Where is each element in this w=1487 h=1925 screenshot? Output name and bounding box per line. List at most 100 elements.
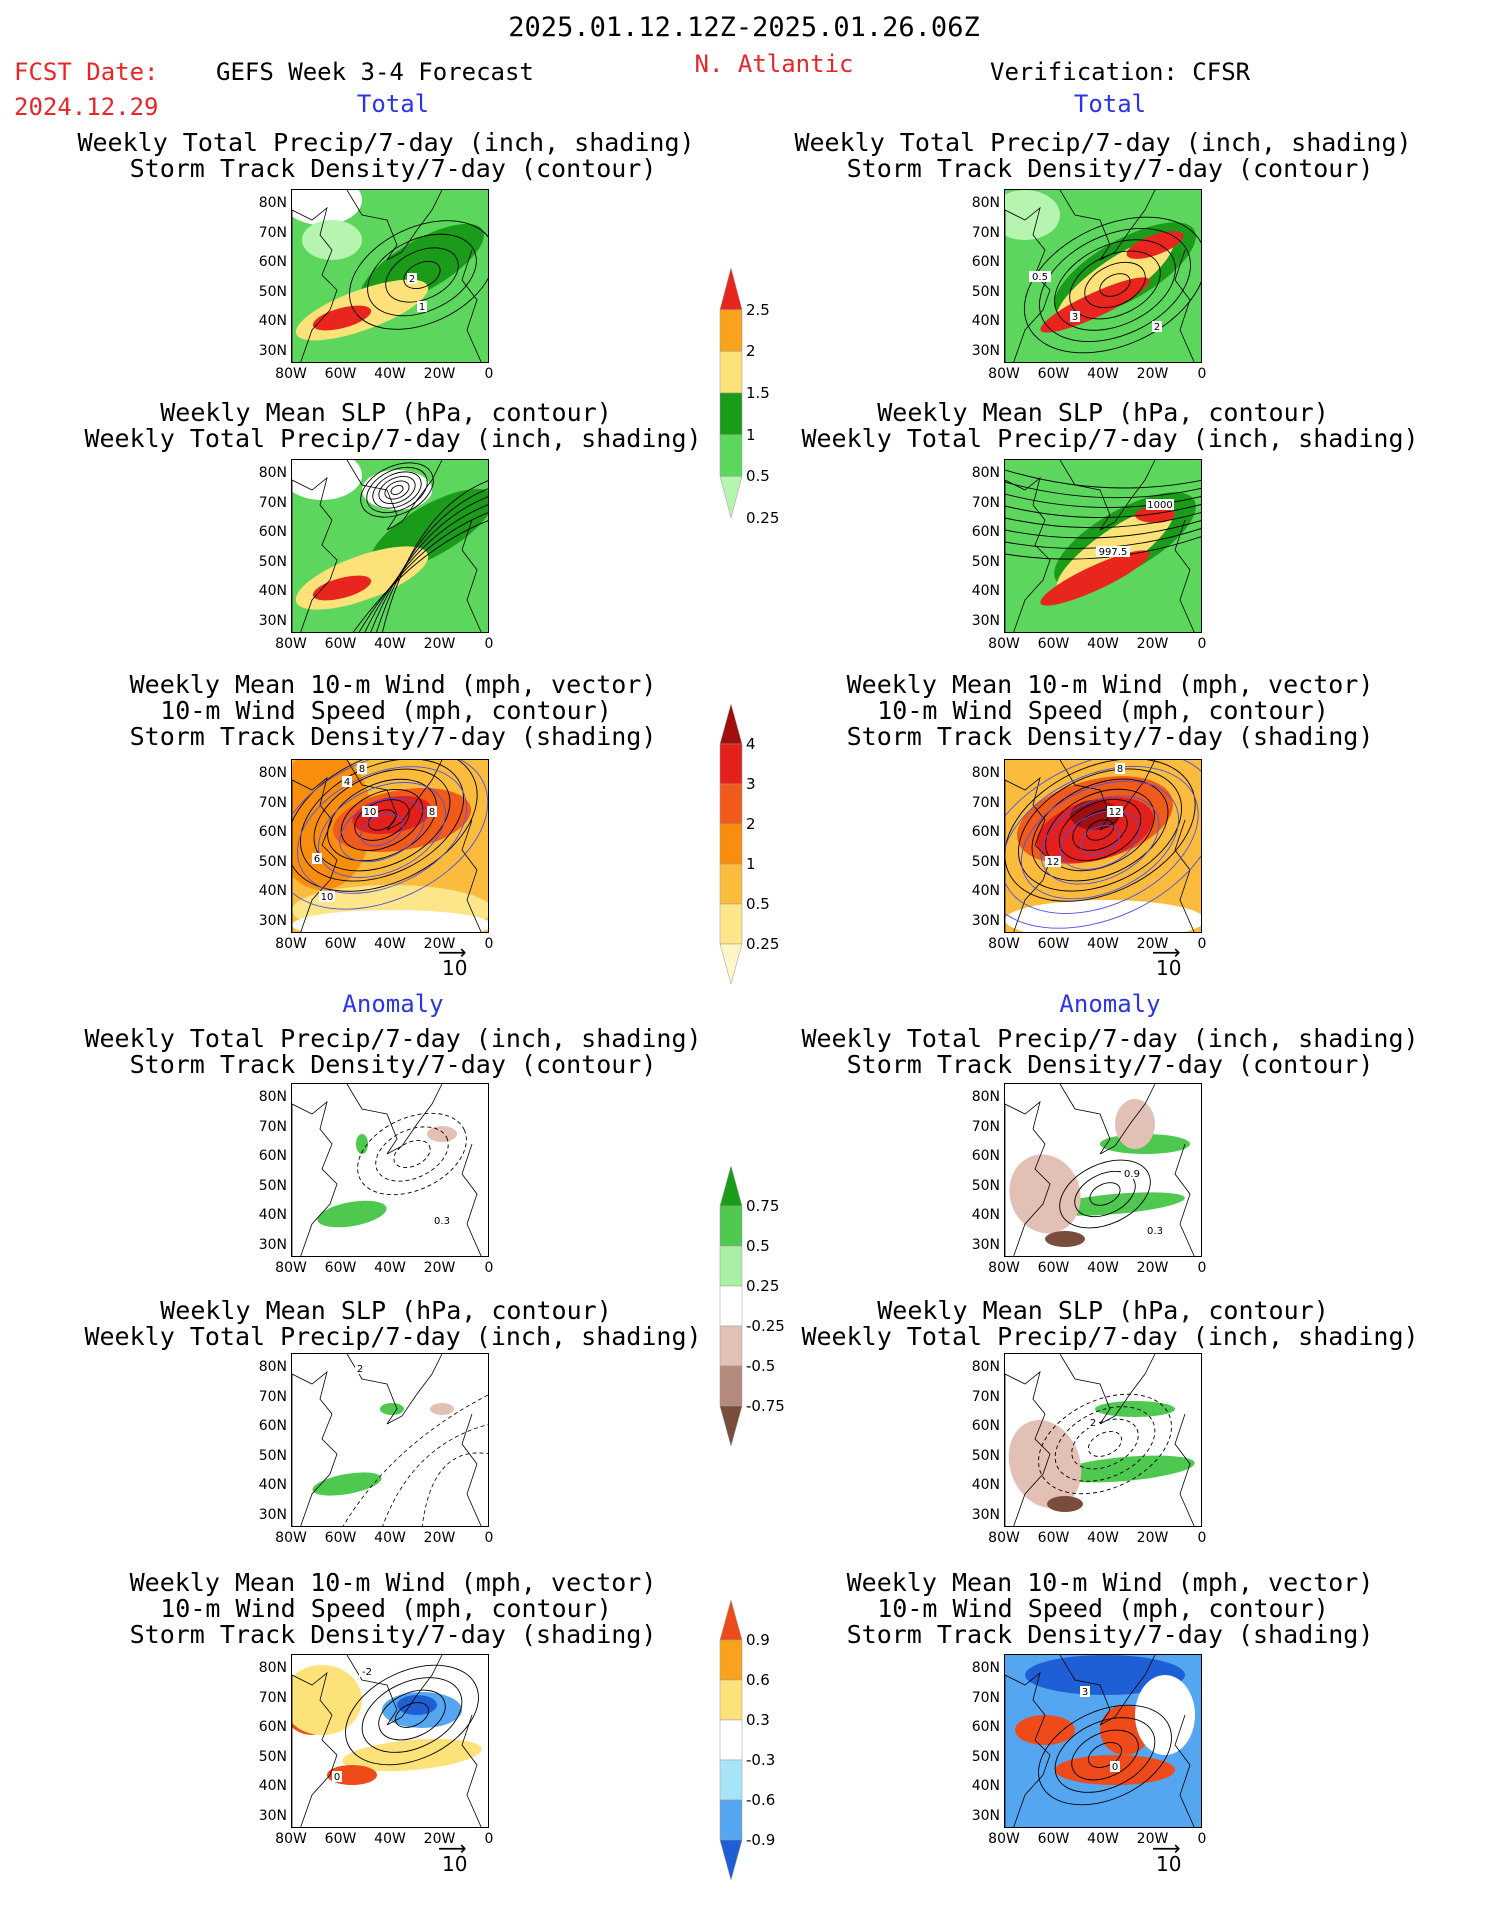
lat-tick-label: 50N [971,553,1000,570]
lat-tick-label: 70N [971,1118,1000,1135]
verification-title: Verification: CFSR [990,58,1251,86]
contour-label: -2 [362,1667,372,1678]
contour-label-bg [1088,1417,1098,1428]
lat-tick-label: 40N [971,313,1000,329]
wind-contour [367,809,397,831]
lon-tick-label: 40W [374,1831,406,1847]
precip-anom-pos [317,1200,387,1228]
contour-label: 0.3 [1147,1226,1163,1237]
lat-tick-label: 50N [971,1447,1000,1464]
storm-anom-none [1135,1675,1195,1755]
precip-anom-neg [1008,1420,1082,1508]
lon-tick-label: 80W [275,636,307,652]
map-panel-r1-verification: 0.5 3 2 [1004,189,1202,363]
lon-tick-label: 60W [324,936,357,952]
lon-tick-label: 0 [484,1260,494,1276]
lat-tick-label: 80N [971,465,1000,481]
anom-base [292,1084,488,1256]
lon-tick-label: 20W [1136,636,1169,652]
lon-tick-label: 0 [1197,366,1207,382]
title-r6-left-3: Storm Track Density/7-day (shading) [129,1620,657,1649]
peak-precip [1040,277,1150,333]
slp-contour [360,462,434,518]
wind-contour [1045,788,1155,872]
lon-tick-label: 80W [275,366,307,382]
peak-precip [312,575,372,601]
lat-tick-label: 40N [258,1207,287,1223]
contour-label: 12 [1109,807,1122,818]
contour-label: 0.3 [434,1216,450,1227]
coastline-greenland [346,1655,443,1726]
wind-anom-contour [1038,1704,1172,1806]
lon-tick-label: 60W [324,1831,357,1847]
lon-tick-label: 0 [1197,1530,1207,1546]
colorbar-precip-total-label: 0.5 [746,467,770,486]
lon-tick-label: 20W [1136,1260,1169,1276]
contour-label-bg [1107,806,1123,817]
lat-tick-label: 80N [258,465,287,481]
lon-tick-label: 0 [1197,1831,1207,1847]
wind-contour [1031,778,1169,882]
colorbar-precip-total-label: 2 [746,342,756,361]
colorbar-storm-total-swatch [719,903,743,945]
storm-none [292,910,488,932]
coastline-europe [1174,1413,1195,1526]
lon-tick-label: 20W [423,1260,456,1276]
map-canvas: 0.3 [292,1084,488,1256]
slp-isobar [1005,469,1201,489]
map-panel-r2-forecast [291,459,489,633]
lat-tick-label: 80N [971,1359,1000,1375]
wind-contour [292,760,478,892]
storm-contour [403,260,441,290]
title-r6-right-2: 10-m Wind Speed (mph, contour) [877,1594,1329,1623]
map-panel-r4-verification: 0.9 0.3 [1004,1083,1202,1257]
contour-label: 10 [364,807,377,818]
lat-tick-label: 30N [971,1807,1000,1824]
contour-label: 1000 [1147,500,1172,511]
lat-tick-label: 50N [258,553,287,570]
title-r2-right-2: Weekly Total Precip/7-day (inch, shading… [801,424,1419,453]
title-r6-left-2: 10-m Wind Speed (mph, contour) [160,1594,612,1623]
map-panel-r6-forecast: -2 0 [291,1654,489,1828]
precip-anom-pos [312,1472,382,1496]
lat-tick-label: 30N [258,1807,287,1824]
slp-contour [378,475,416,505]
contour-label: 12 [1047,857,1060,868]
colorbar-precip-total-swatch [719,351,743,394]
storm-anom-contour [1074,1170,1136,1218]
title-r4-left-1: Weekly Total Precip/7-day (inch, shading… [84,1024,702,1053]
colorbar-storm-anom-swatch [719,1799,743,1841]
coastline-greenland [1059,1655,1156,1726]
colorbar-precip-total-swatch [719,434,743,477]
colorbar-precip-total-swatch [719,476,743,519]
slp-anom-contour [1038,1393,1172,1495]
title-r1-left-2: Storm Track Density/7-day (contour) [129,154,657,183]
contour-label: 0 [334,1772,340,1783]
wind-vector-field [1005,760,1201,929]
lon-tick-label: 20W [1136,1831,1169,1847]
slp-contour [384,480,410,500]
lat-tick-label: 80N [258,1660,287,1676]
lat-tick-label: 70N [258,1689,287,1706]
colorbar-precip-total-label: 1 [746,425,756,444]
lon-tick-label: 60W [1037,636,1070,652]
lon-tick-label: 40W [1087,636,1119,652]
contour-label: 3 [1082,1687,1088,1698]
lat-tick-label: 40N [971,1778,1000,1794]
title-r5-right-1: Weekly Mean SLP (hPa, contour) [877,1296,1329,1325]
lon-tick-label: 20W [423,366,456,382]
colorbar-storm-anom-swatch [719,1719,743,1761]
coastline-europe [461,249,482,362]
storm-contour [349,220,488,330]
colorbar-storm-anom-swatch [719,1679,743,1721]
slp-isobar [1005,493,1201,508]
wind-vector-field [296,766,468,894]
vector-reference-label: 10 [442,1852,468,1876]
coastline-europe [1174,519,1195,632]
colorbar-precip-anom-label: -0.5 [746,1357,776,1375]
title-r3-right-3: Storm Track Density/7-day (shading) [846,722,1374,751]
map-canvas: -2 0 [292,1655,488,1827]
lat-tick-label: 30N [971,1236,1000,1253]
lon-tick-label: 60W [1037,1260,1070,1276]
lat-tick-label: 80N [971,195,1000,211]
